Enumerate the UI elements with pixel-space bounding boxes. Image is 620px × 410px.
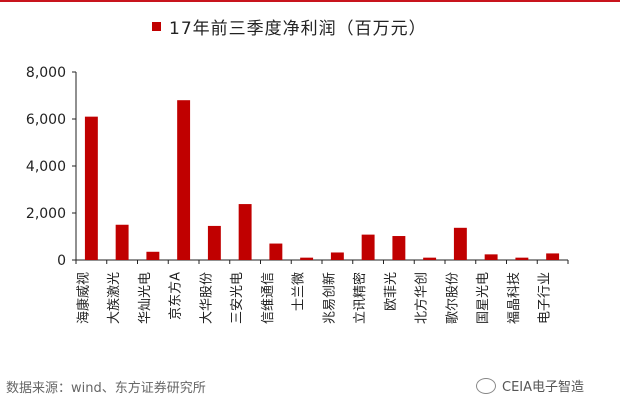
top-accent-line <box>0 0 620 2</box>
x-tick-label: 大华股份 <box>199 272 214 324</box>
y-tick-label: 2,000 <box>26 206 66 222</box>
x-tick-label: 海康威视 <box>75 272 91 324</box>
bar <box>330 252 344 260</box>
watermark: CEIA电子智造 <box>476 376 584 395</box>
bar <box>238 204 252 260</box>
y-axis: 0 2,000 4,000 6,000 8,000 <box>26 65 77 269</box>
bar <box>453 227 467 260</box>
bar <box>392 236 406 260</box>
legend-label: 17年前三季度净利润（百万元） <box>169 19 427 39</box>
x-tick-label: 欧菲光 <box>384 272 399 311</box>
x-tick-labels: 海康威视 大族激光 华灿光电 京东方A 大华股份 三安光电 信维通信 士兰微 兆易创新 立讯精密欧… <box>75 272 552 324</box>
bar <box>146 251 160 260</box>
chart-legend: 17年前三季度净利润（百万元） <box>152 14 427 39</box>
x-tick-label: 兆易创新 <box>321 272 337 324</box>
bars <box>84 100 560 261</box>
bar <box>546 253 560 260</box>
watermark-label: CEIA电子智造 <box>502 380 585 395</box>
y-tick-label: 4,000 <box>26 159 66 175</box>
x-tick-label: 北方华创 <box>414 272 430 324</box>
y-tick-label: 8,000 <box>26 65 66 81</box>
bar <box>361 234 375 260</box>
wechat-icon <box>476 377 496 394</box>
x-tick-label: 三安光电 <box>230 272 245 324</box>
x-tick-label: 福晶科技 <box>507 272 522 324</box>
bar <box>300 257 314 260</box>
y-tick-label: 0 <box>57 253 66 269</box>
x-tick-label: 电子行业 <box>538 272 553 324</box>
x-tick-label: 信维通信 <box>261 272 276 324</box>
x-tick-label: 歌尔股份 <box>445 272 460 324</box>
x-tick-label: 华灿光电 <box>138 272 153 324</box>
x-tick-label: 大族激光 <box>106 272 122 324</box>
x-tick-label: 立讯精密 <box>352 272 368 324</box>
legend-swatch <box>152 22 161 31</box>
bar <box>177 100 191 260</box>
source-note: 数据来源：wind、东方证券研究所 <box>6 381 206 396</box>
x-axis <box>75 259 569 264</box>
bar <box>207 225 221 260</box>
bar <box>269 243 283 260</box>
bar <box>484 254 498 260</box>
bar <box>515 257 529 260</box>
x-tick-label: 国星光电 <box>476 272 491 324</box>
x-tick-label: 士兰微 <box>292 272 307 311</box>
y-tick-label: 6,000 <box>26 112 66 128</box>
bar <box>84 116 98 261</box>
bar <box>423 257 437 260</box>
bar <box>115 224 129 260</box>
x-tick-label: 京东方A <box>168 272 184 320</box>
